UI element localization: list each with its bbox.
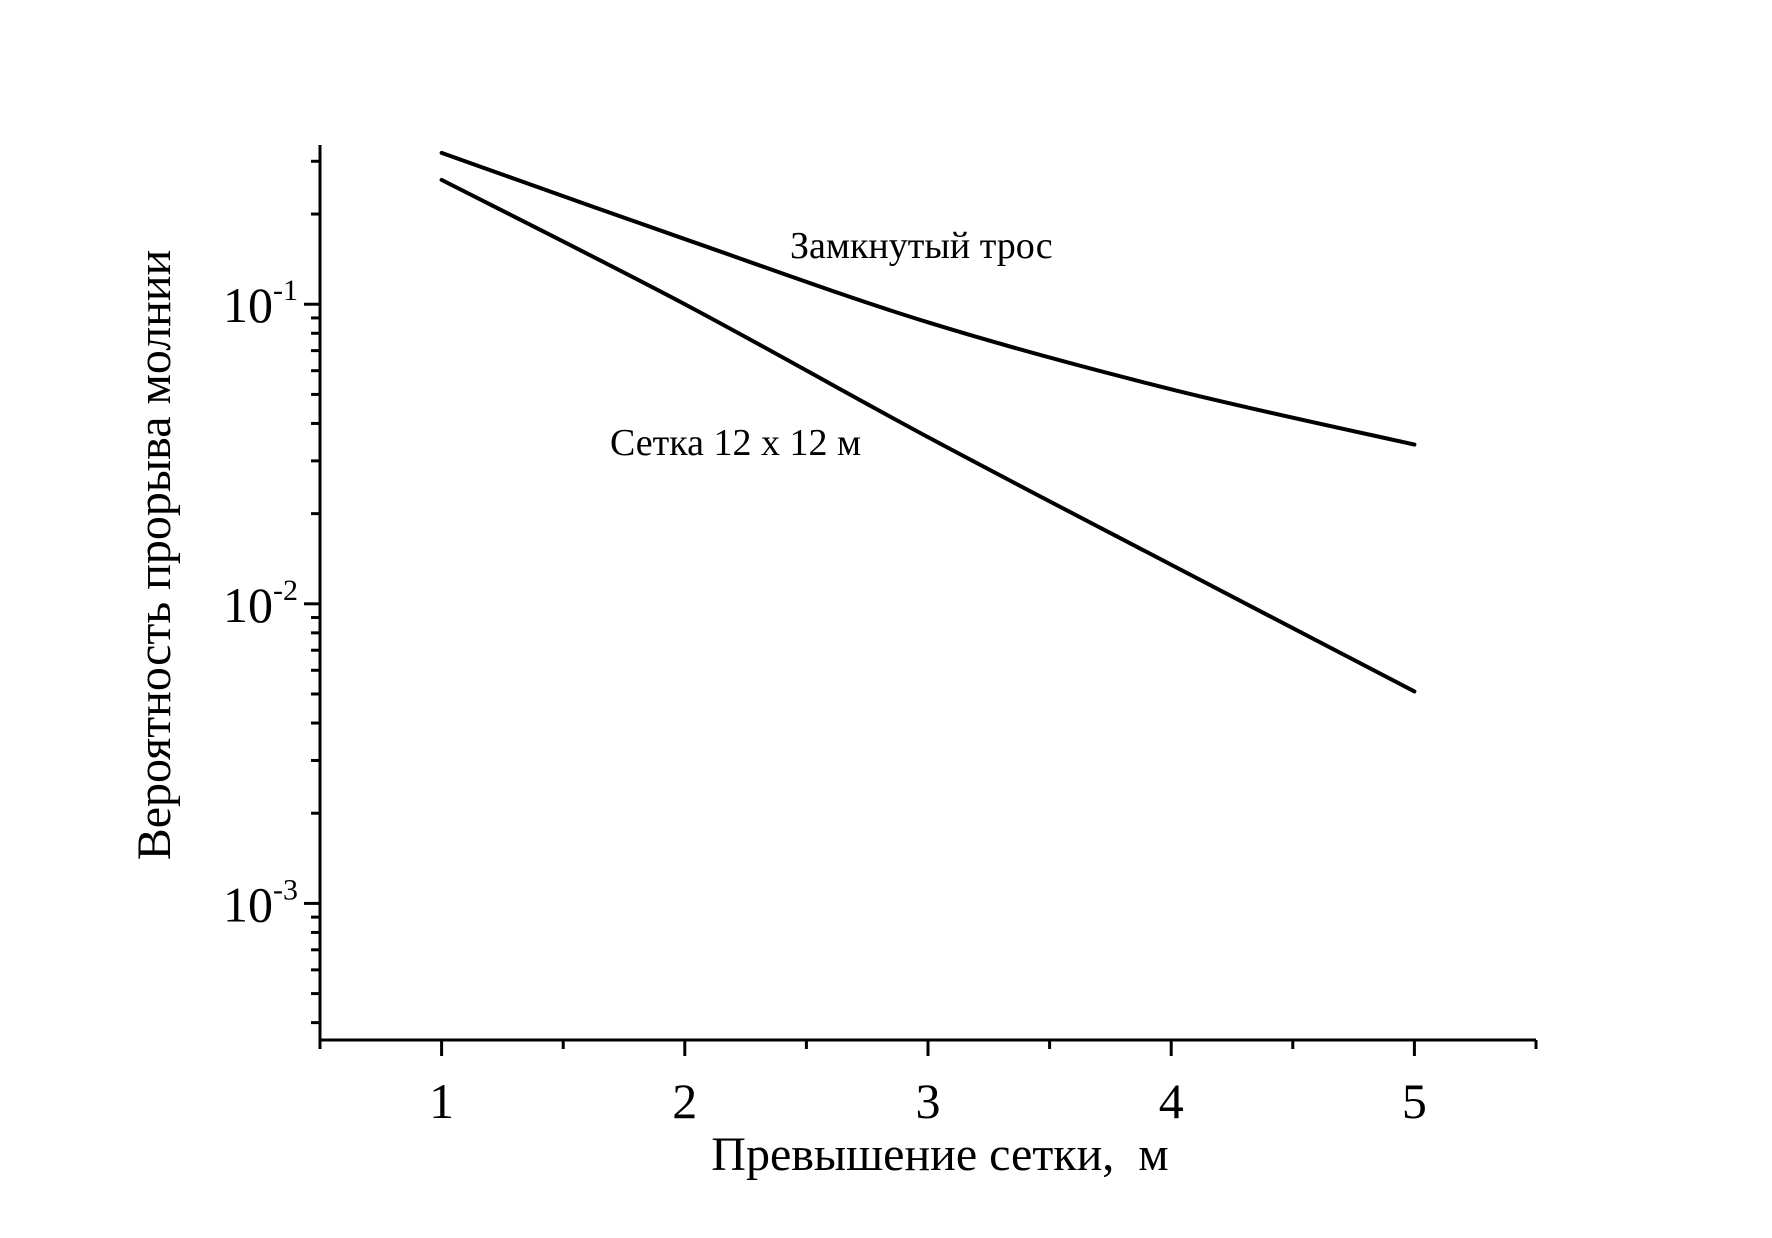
x-tick-label: 2 xyxy=(672,1073,697,1129)
series-group xyxy=(439,150,1417,694)
series-grid-12x12 xyxy=(439,177,1417,694)
x-tick-label: 4 xyxy=(1159,1073,1184,1129)
x-axis-title: Превышение сетки, м xyxy=(711,1128,1168,1181)
series-closed-cable xyxy=(439,150,1417,447)
y-tick-label: 10-1 xyxy=(223,274,298,333)
y-ticks: 10-1 10-2 10-3 xyxy=(223,159,320,1025)
y-axis-title: Вероятность прорыва молнии xyxy=(128,250,181,861)
y-tick-label: 10-2 xyxy=(223,574,298,633)
x-ticks: 1 2 3 4 5 xyxy=(318,1040,1538,1129)
x-tick-label: 3 xyxy=(916,1073,941,1129)
series-label-grid: Сетка 12 х 12 м xyxy=(610,422,861,464)
x-tick-label: 5 xyxy=(1402,1073,1427,1129)
x-tick-label: 1 xyxy=(429,1073,454,1129)
y-tick-label: 10-3 xyxy=(223,873,298,932)
series-label-closed-cable: Замкнутый трос xyxy=(790,225,1053,267)
